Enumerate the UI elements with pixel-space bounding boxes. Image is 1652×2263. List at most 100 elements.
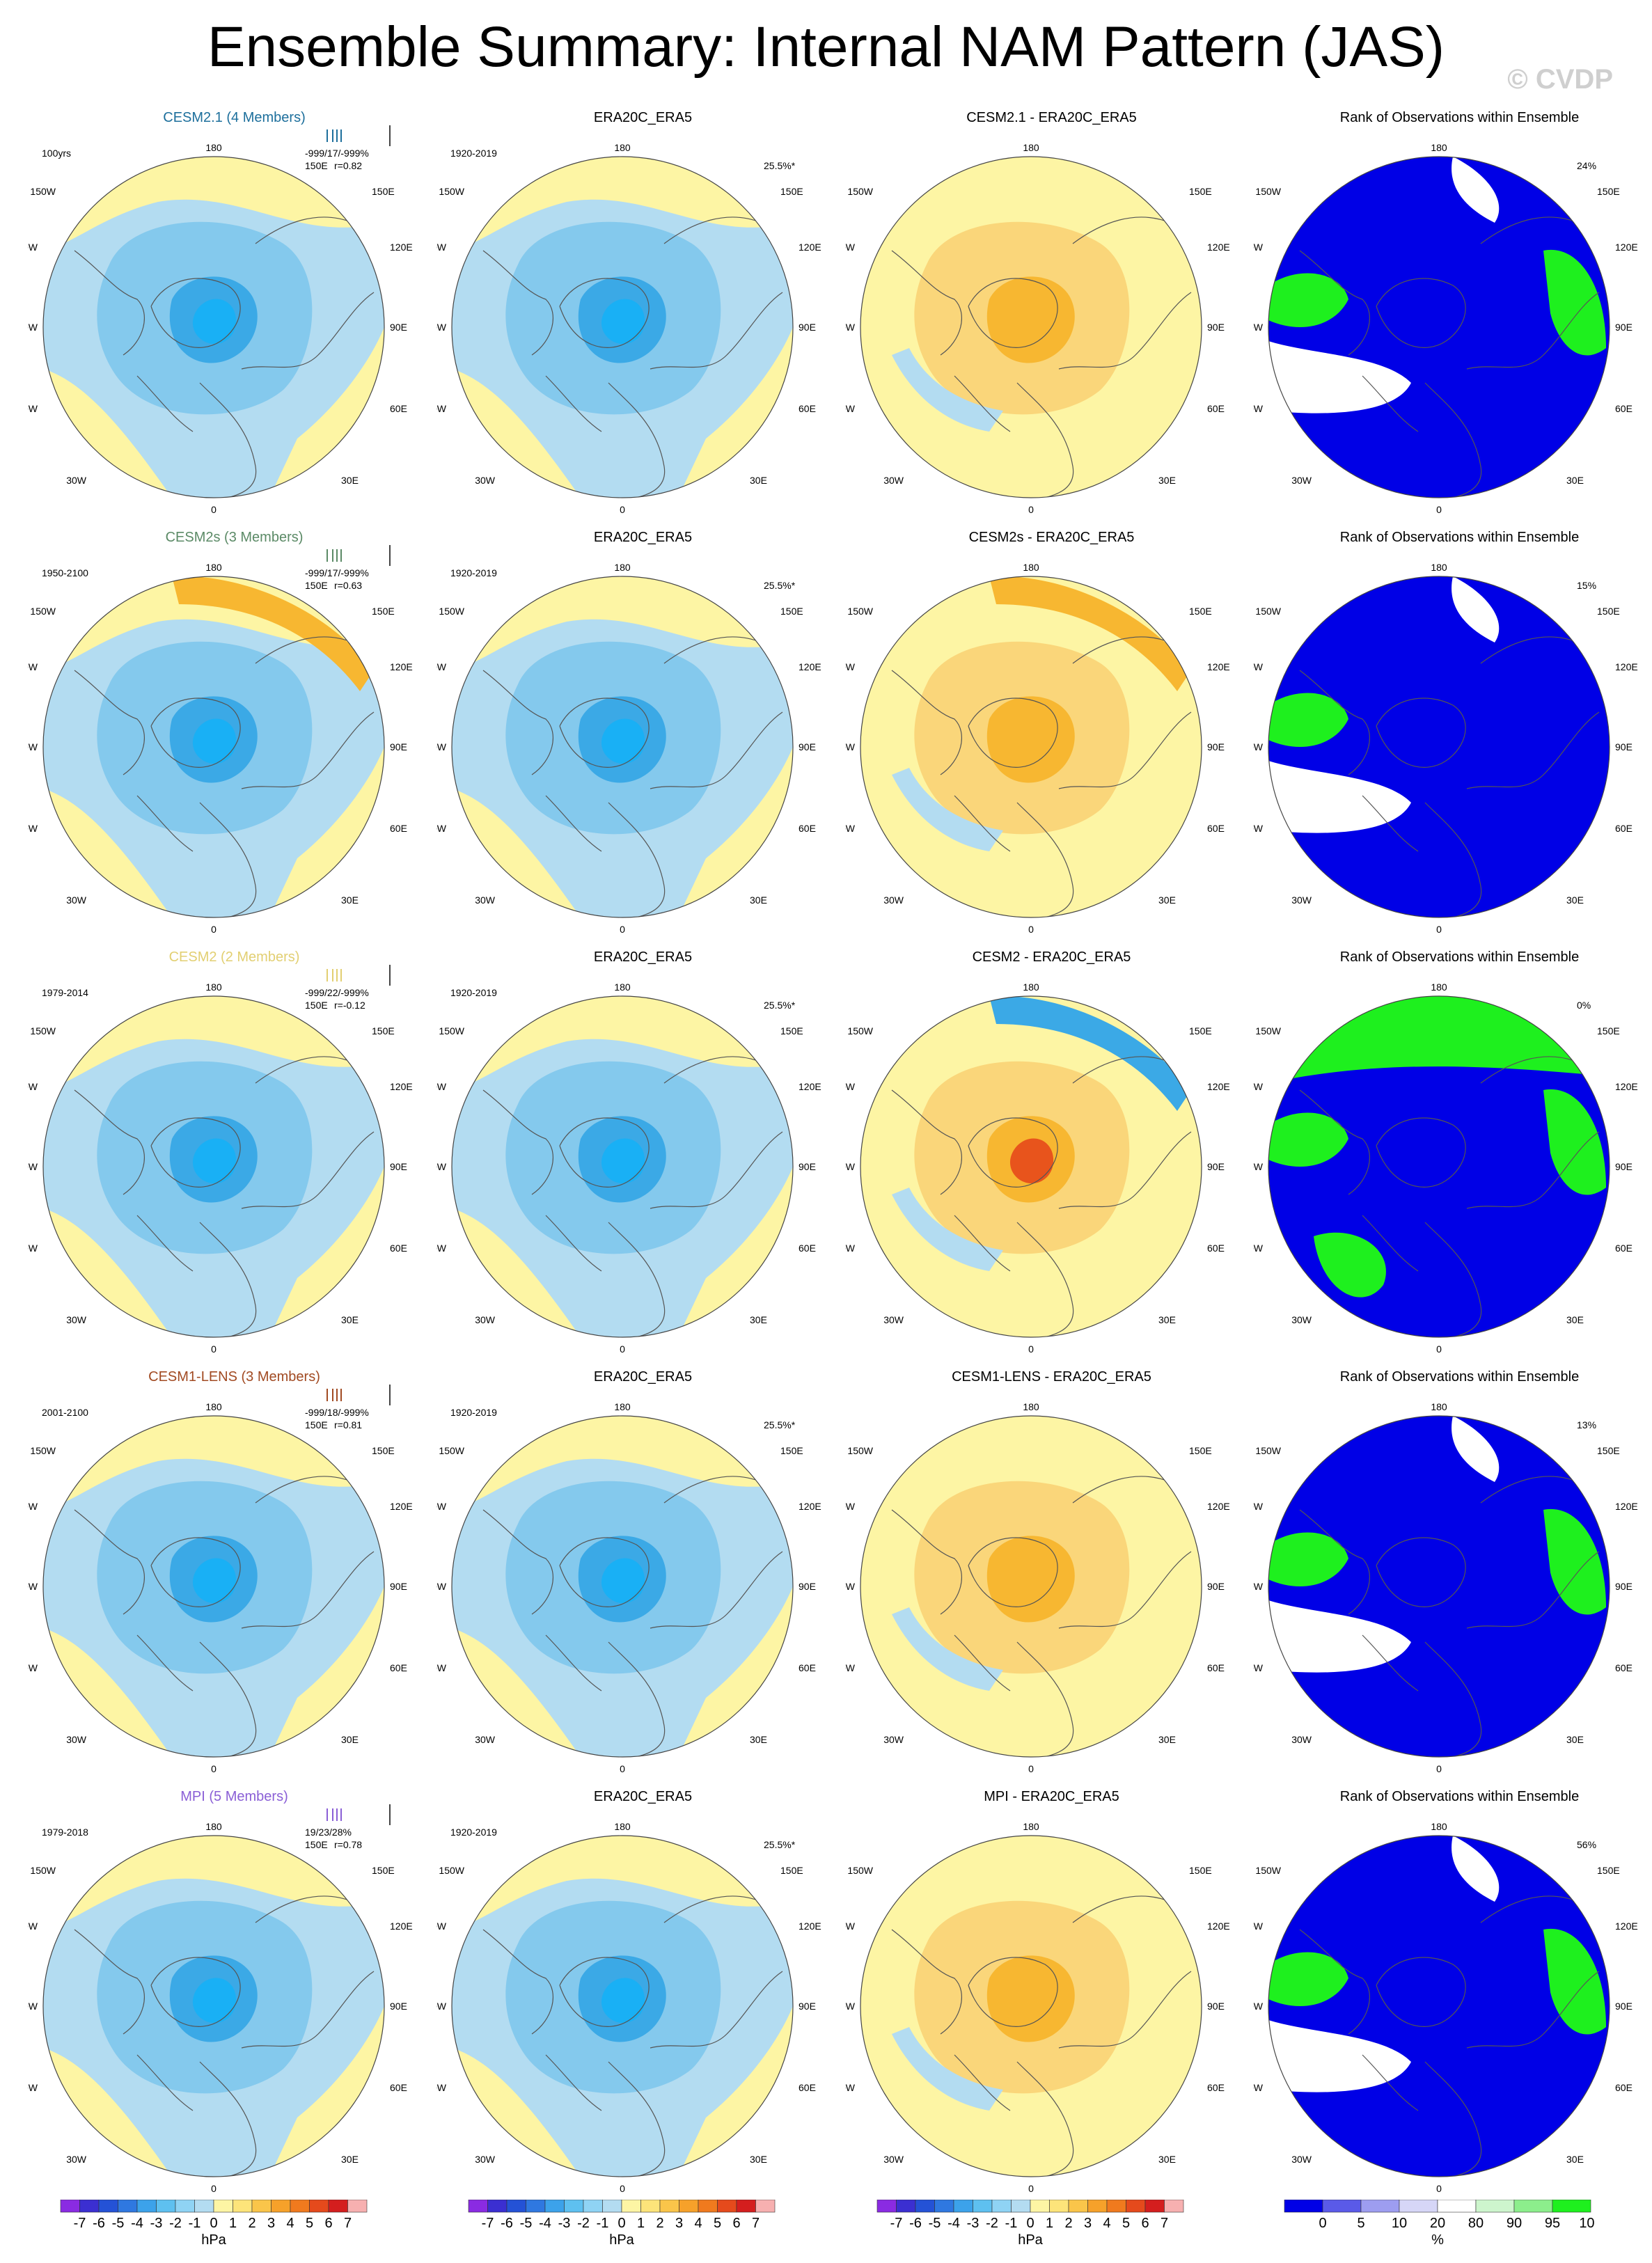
lon-label-top: 180: [205, 1401, 222, 1412]
lon-label-left-bottom: 30W: [475, 2154, 496, 2165]
lon-label-top: 180: [614, 1821, 631, 1832]
panel-r0-c3: 180 0 150W 120W 90W 60W 30W 150E 120E 90E 60E 30E Ra…: [1253, 104, 1652, 524]
colorbar-swatch: [698, 2200, 718, 2213]
lon-label-left-lower: 60W: [436, 2082, 447, 2093]
colorbar-unit: %: [1431, 2232, 1444, 2248]
colorbar-tick: -4: [947, 2216, 960, 2231]
polar-map: 180 0 150W 120W 90W 60W 30W 150E 120E 90E 60E 30E: [436, 981, 821, 1355]
lon-label-top: 180: [614, 981, 631, 993]
lon-label-right-upper: 120E: [1615, 661, 1638, 672]
lon-label-right-upper: 120E: [799, 1921, 821, 1932]
years-label: 100yrs: [42, 148, 72, 159]
colorbar-hpa-obs: -7 -6 -5 -4 -3 -2 -1 0 1 2 3 4 5 6 7 hPa: [468, 2200, 776, 2248]
lon-label-right-bottom: 30E: [1158, 2154, 1176, 2165]
lon-label-right-mid: 90E: [799, 1581, 816, 1592]
polar-map: 180 0 150W 120W 90W 60W 30W 150E 120E 90E 60E 30E: [28, 142, 413, 515]
colorbar-swatch: [583, 2200, 603, 2213]
lon-label-left-bottom: 30W: [475, 894, 496, 906]
colorbar-tick: 7: [344, 2216, 352, 2231]
lon-label-right-lower: 60E: [799, 403, 816, 414]
colorbar-swatch: [347, 2200, 368, 2213]
lon-label-left-upper: 120W: [28, 661, 38, 672]
colorbar-tick: 3: [1084, 2216, 1092, 2231]
lon-label-right-lower: 60E: [1207, 823, 1225, 834]
colorbar-swatch: [1106, 2200, 1126, 2213]
colorbar-swatch: [1164, 2200, 1184, 2213]
panel-title: ERA20C_ERA5: [593, 110, 693, 125]
lon-label-left-upper: 120W: [28, 242, 38, 253]
colorbar-swatch: [487, 2200, 508, 2213]
lon-label-left-top: 150W: [439, 1025, 464, 1036]
lon-label-left-bottom: 30W: [66, 2154, 87, 2165]
colorbar-swatch: [156, 2200, 176, 2213]
lon-label-right-lower: 60E: [799, 2082, 816, 2093]
years-label: 1979-2014: [42, 987, 88, 998]
lon-label-right-upper: 120E: [390, 1501, 413, 1512]
lon-label-right-bottom: 30E: [1566, 894, 1584, 906]
lon-label-left-lower: 60W: [845, 1243, 856, 1254]
colorbar-swatch: [659, 2200, 679, 2213]
lon-label-left-bottom: 30W: [1291, 1314, 1312, 1325]
lon-label-right-upper: 120E: [1615, 1081, 1638, 1092]
colorbar-hpa-model: -7 -6 -5 -4 -3 -2 -1 0 1 2 3 4 5 6 7 hPa: [60, 2200, 368, 2248]
polar-map: 180 0 150W 120W 90W 60W 30W 150E 120E 90E 60E 30E: [28, 981, 413, 1355]
colorbar-tick: -7: [482, 2216, 494, 2231]
lon-label-right-top: 150E: [1189, 1445, 1212, 1456]
lon-label-left-bottom: 30W: [1291, 1734, 1312, 1745]
lon-label-left-lower: 60W: [436, 1662, 447, 1673]
lon-label-left-lower: 60W: [845, 1662, 856, 1673]
lon-label-left-top: 150W: [439, 606, 464, 617]
colorbar-tick: 0: [1319, 2216, 1326, 2231]
colorbar-unit: hPa: [609, 2232, 634, 2248]
lon-label-left-bottom: 30W: [883, 1734, 904, 1745]
colorbar-swatch: [876, 2200, 897, 2213]
lon-label-left-lower: 60W: [28, 823, 38, 834]
lon-label-right-bottom: 30E: [1566, 1314, 1584, 1325]
lon-label-left-bottom: 30W: [475, 1314, 496, 1325]
lon-label-right-bottom: 30E: [1158, 1314, 1176, 1325]
lon-label-left-top: 150W: [847, 1865, 873, 1876]
colorbar-swatch: [640, 2200, 661, 2213]
lon-label-left-upper: 120W: [845, 1501, 856, 1512]
lon-label-bottom: 0: [620, 2183, 625, 2194]
lon-label-right-upper: 120E: [390, 661, 413, 672]
colorbar-tick: 95: [1545, 2216, 1560, 2231]
lon-label-bottom: 0: [1436, 504, 1442, 515]
lon-150e-label: 150E: [305, 1839, 328, 1850]
lon-label-top: 180: [1431, 1821, 1447, 1832]
lon-label-bottom: 0: [211, 504, 217, 515]
lon-label-right-upper: 120E: [1615, 1501, 1638, 1512]
lon-150e-label: 150E: [305, 1419, 328, 1430]
panel-title: CESM2s - ERA20C_ERA5: [968, 530, 1135, 545]
lon-label-right-mid: 90E: [390, 2001, 407, 2012]
lon-label-left-mid: 90W: [28, 2001, 38, 2012]
lon-label-right-mid: 90E: [390, 1581, 407, 1592]
colorbar-tick: -5: [929, 2216, 941, 2231]
lon-label-left-top: 150W: [847, 1025, 873, 1036]
lon-label-left-top: 150W: [1255, 1025, 1281, 1036]
colorbar-swatch: [118, 2200, 138, 2213]
colorbar-tick: 4: [1103, 2216, 1110, 2231]
colorbar-tick: -2: [986, 2216, 998, 2231]
lon-label-right-top: 150E: [780, 606, 803, 617]
colorbar-tick: 20: [1430, 2216, 1445, 2231]
colorbar-swatch: [194, 2200, 214, 2213]
lon-label-left-upper: 120W: [436, 661, 447, 672]
lon-label-right-top: 150E: [1189, 1865, 1212, 1876]
lon-label-left-lower: 60W: [1253, 1662, 1264, 1673]
lon-label-right-lower: 60E: [390, 1662, 407, 1673]
lon-label-left-upper: 120W: [28, 1921, 38, 1932]
colorbar-swatch: [271, 2200, 291, 2213]
lon-150e-label: 150E: [305, 1000, 328, 1011]
lon-label-left-upper: 120W: [845, 661, 856, 672]
colorbar-tick: -5: [112, 2216, 125, 2231]
colorbar-tick: 2: [656, 2216, 663, 2231]
lon-label-left-mid: 90W: [436, 741, 447, 752]
colorbar-tick: 4: [694, 2216, 702, 2231]
lon-label-right-bottom: 30E: [1566, 475, 1584, 486]
lon-label-top: 180: [1431, 981, 1447, 993]
colorbar-tick: 5: [1122, 2216, 1130, 2231]
lon-label-right-top: 150E: [780, 186, 803, 197]
lon-label-left-lower: 60W: [845, 2082, 856, 2093]
lon-label-left-mid: 90W: [28, 1161, 38, 1172]
